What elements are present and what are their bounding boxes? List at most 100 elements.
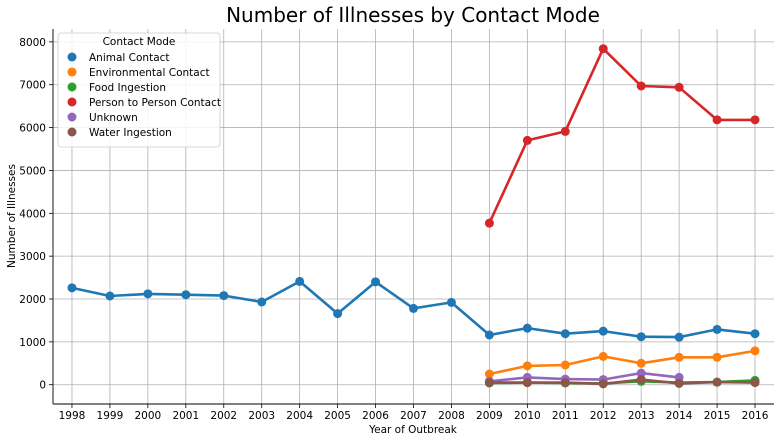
series-person-to-person-contact xyxy=(484,44,760,228)
grid-lines xyxy=(53,29,774,404)
legend-marker xyxy=(67,52,77,62)
x-tick-label: 2008 xyxy=(438,410,465,422)
legend-entry: Person to Person Contact xyxy=(89,97,221,109)
chart-title: Number of Illnesses by Contact Mode xyxy=(226,3,600,27)
x-tick-label: 2003 xyxy=(248,410,275,422)
y-tick-label: 6000 xyxy=(19,123,46,135)
legend-title: Contact Mode xyxy=(103,36,176,48)
y-tick-label: 8000 xyxy=(19,37,46,49)
data-point-animal-contact xyxy=(674,332,684,342)
y-tick-label: 2000 xyxy=(19,294,46,306)
x-tick-label: 2010 xyxy=(514,410,541,422)
x-tick-label: 2004 xyxy=(286,410,313,422)
data-point-person-to-person-contact xyxy=(598,44,608,54)
legend-marker xyxy=(67,67,77,77)
series-line-person-to-person-contact xyxy=(488,47,755,224)
legend-entry: Water Ingestion xyxy=(89,127,172,139)
data-point-animal-contact xyxy=(484,330,494,340)
data-point-water-ingestion xyxy=(750,378,760,388)
data-point-animal-contact xyxy=(333,309,343,319)
data-point-person-to-person-contact xyxy=(750,115,760,125)
data-point-animal-contact xyxy=(105,291,115,301)
data-point-animal-contact xyxy=(181,290,191,300)
x-axis-label: Year of Outbreak xyxy=(368,424,458,436)
legend-entry: Animal Contact xyxy=(89,52,170,64)
legend-box xyxy=(57,32,221,148)
data-point-water-ingestion xyxy=(560,378,570,388)
x-tick-label: 2009 xyxy=(476,410,503,422)
data-point-environmental-contact xyxy=(522,361,532,371)
data-point-water-ingestion xyxy=(484,378,494,388)
y-tick-label: 4000 xyxy=(19,208,46,220)
x-tick-label: 1998 xyxy=(59,410,86,422)
x-tick-label: 2016 xyxy=(742,410,769,422)
data-point-animal-contact xyxy=(295,276,305,286)
data-point-person-to-person-contact xyxy=(484,218,494,228)
data-point-animal-contact xyxy=(598,326,608,336)
y-axis-ticks: 0 1000 2000 3000 4000 5000 6000 7000 8000 xyxy=(19,37,53,392)
legend-entry: Environmental Contact xyxy=(89,67,210,79)
series-environmental-contact xyxy=(484,346,760,379)
data-point-water-ingestion xyxy=(636,375,646,385)
x-tick-label: 2013 xyxy=(628,410,655,422)
y-tick-label: 1000 xyxy=(19,337,46,349)
legend-marker xyxy=(67,112,77,122)
data-point-person-to-person-contact xyxy=(560,126,570,136)
data-point-unknown xyxy=(636,368,646,378)
data-point-animal-contact xyxy=(219,291,229,301)
series-line-water-ingestion xyxy=(489,378,756,386)
y-tick-label: 0 xyxy=(39,380,46,392)
x-tick-label: 2007 xyxy=(400,410,427,422)
legend-marker xyxy=(67,82,77,92)
x-tick-label: 2000 xyxy=(135,410,162,422)
legend-marker xyxy=(67,97,77,107)
legend-entry: Unknown xyxy=(89,112,138,124)
data-point-person-to-person-contact xyxy=(522,135,532,145)
series-water-ingestion xyxy=(484,375,760,389)
data-point-water-ingestion xyxy=(522,378,532,388)
series-line-unknown xyxy=(489,371,680,383)
data-point-animal-contact xyxy=(560,329,570,339)
x-tick-label: 2005 xyxy=(324,410,351,422)
data-point-person-to-person-contact xyxy=(712,115,722,125)
x-tick-label: 2002 xyxy=(210,410,237,422)
x-tick-label: 2006 xyxy=(362,410,389,422)
data-point-animal-contact xyxy=(636,332,646,342)
data-point-animal-contact xyxy=(712,324,722,334)
data-point-water-ingestion xyxy=(712,377,722,387)
data-point-animal-contact xyxy=(446,297,456,307)
data-point-person-to-person-contact xyxy=(636,81,646,91)
data-point-environmental-contact xyxy=(484,369,494,379)
y-tick-label: 3000 xyxy=(19,251,46,263)
x-tick-label: 2011 xyxy=(552,410,579,422)
data-point-animal-contact xyxy=(257,297,267,307)
data-point-animal-contact xyxy=(750,329,760,339)
x-tick-label: 2014 xyxy=(666,410,693,422)
data-point-environmental-contact xyxy=(674,352,684,362)
x-tick-label: 2015 xyxy=(704,410,731,422)
data-point-environmental-contact xyxy=(598,351,608,361)
series-line-environmental-contact xyxy=(489,349,756,376)
legend: Contact Mode Animal Contact Environmental … xyxy=(57,32,221,148)
data-point-animal-contact xyxy=(371,277,381,287)
data-point-environmental-contact xyxy=(712,352,722,362)
x-tick-label: 2001 xyxy=(172,410,199,422)
y-tick-label: 5000 xyxy=(19,165,46,177)
legend-entry: Food Ingestion xyxy=(89,82,166,94)
series-animal-contact xyxy=(67,276,760,342)
data-point-environmental-contact xyxy=(750,346,760,356)
x-tick-label: 2012 xyxy=(590,410,617,422)
series-layer xyxy=(67,44,760,389)
y-axis-label: Number of Illnesses xyxy=(6,164,18,268)
data-point-water-ingestion xyxy=(674,378,684,388)
data-point-animal-contact xyxy=(522,323,532,333)
x-tick-label: 1999 xyxy=(97,410,124,422)
data-point-environmental-contact xyxy=(636,358,646,368)
data-point-person-to-person-contact xyxy=(674,82,684,92)
data-point-animal-contact xyxy=(409,303,418,313)
data-point-water-ingestion xyxy=(598,379,608,389)
data-point-environmental-contact xyxy=(560,360,570,370)
data-point-animal-contact xyxy=(67,283,77,293)
x-axis-ticks: 1998 1999 2000 2001 2002 2003 2004 2005 2006 2007… xyxy=(59,404,769,422)
